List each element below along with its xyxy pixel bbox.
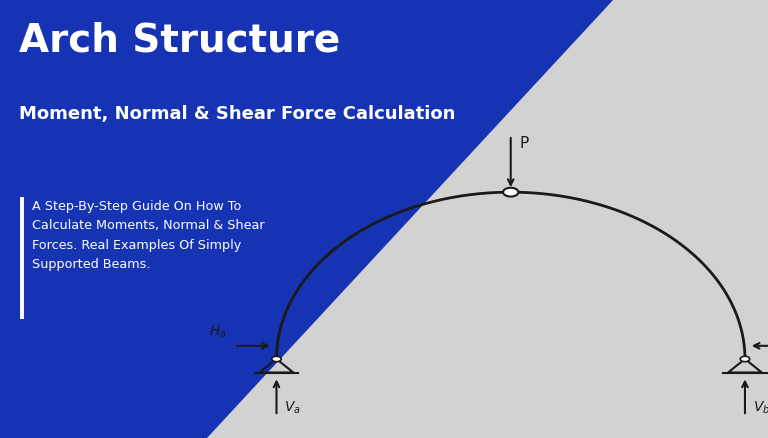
Circle shape: [503, 188, 518, 197]
Polygon shape: [207, 0, 768, 438]
Circle shape: [740, 357, 750, 362]
Text: Moment, Normal & Shear Force Calculation: Moment, Normal & Shear Force Calculation: [19, 105, 455, 123]
Text: A Step-By-Step Guide On How To
Calculate Moments, Normal & Shear
Forces. Real Ex: A Step-By-Step Guide On How To Calculate…: [32, 199, 265, 271]
Text: Arch Structure: Arch Structure: [19, 22, 340, 60]
Text: P: P: [520, 136, 529, 151]
Text: $V_a$: $V_a$: [284, 399, 301, 416]
Circle shape: [272, 357, 281, 362]
Text: $V_b$: $V_b$: [753, 399, 768, 416]
Text: $H_a$: $H_a$: [209, 323, 227, 339]
